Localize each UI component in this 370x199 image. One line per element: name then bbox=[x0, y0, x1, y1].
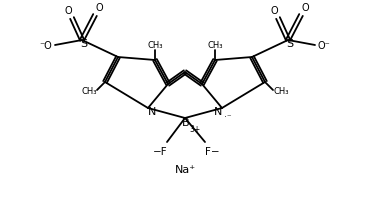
Text: S: S bbox=[286, 39, 293, 49]
Text: B: B bbox=[182, 118, 190, 128]
Text: CH₃: CH₃ bbox=[147, 42, 163, 51]
Text: N: N bbox=[214, 107, 222, 117]
Text: O: O bbox=[64, 6, 72, 16]
Text: CH₃: CH₃ bbox=[273, 88, 289, 97]
Text: O⁻: O⁻ bbox=[317, 41, 330, 51]
Text: −F: −F bbox=[153, 147, 167, 157]
Text: O: O bbox=[95, 3, 103, 13]
Text: ⁻O: ⁻O bbox=[40, 41, 53, 51]
Text: F−: F− bbox=[205, 147, 219, 157]
Text: O: O bbox=[270, 6, 278, 16]
Text: 3+: 3+ bbox=[189, 126, 201, 135]
Text: O: O bbox=[301, 3, 309, 13]
Text: N: N bbox=[148, 107, 156, 117]
Text: S: S bbox=[80, 39, 88, 49]
Text: CH₃: CH₃ bbox=[207, 42, 223, 51]
Text: ·⁻: ·⁻ bbox=[224, 113, 232, 123]
Text: Na⁺: Na⁺ bbox=[174, 165, 196, 175]
Text: CH₃: CH₃ bbox=[81, 88, 97, 97]
